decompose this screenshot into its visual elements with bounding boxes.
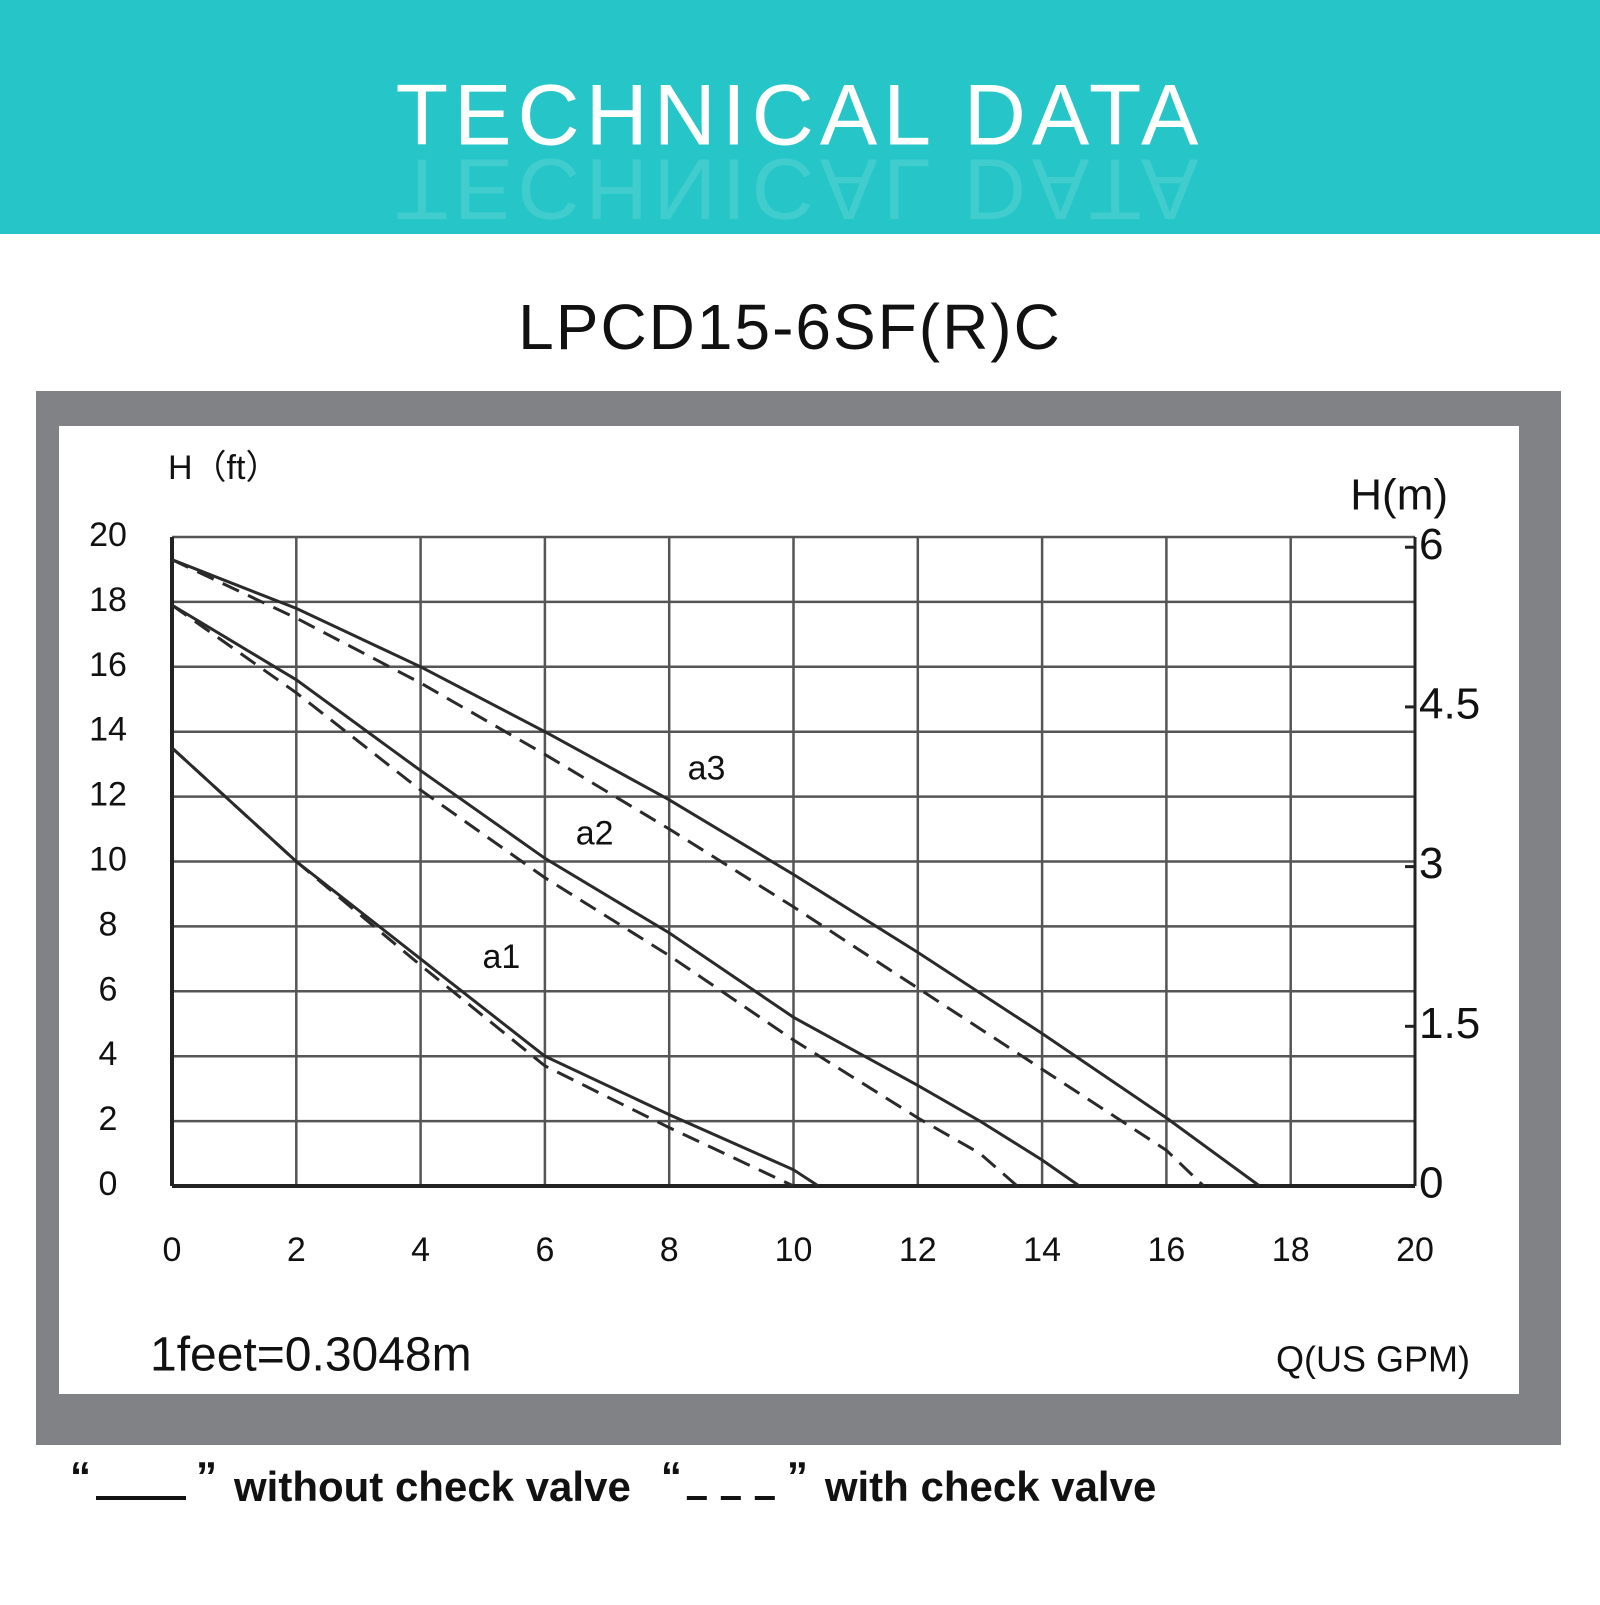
legend-label: without check valve [233, 1463, 631, 1510]
y-tick-label: 14 [89, 711, 127, 749]
banner-title-reflection: TECHNICAL DATA [396, 140, 1205, 236]
x-tick-label: 6 [535, 1231, 554, 1269]
curve-label: a3 [688, 750, 726, 788]
y-tick-label: 6 [99, 970, 118, 1008]
legend-quote: ” [787, 1453, 808, 1500]
curve-with-check-valve [171, 558, 1205, 1188]
curve-label: a1 [482, 938, 520, 976]
y-tick-label: 18 [89, 581, 127, 619]
curve-without-check-valve [171, 603, 1081, 1188]
x-tick-label: 10 [775, 1231, 813, 1269]
x-tick-label: 16 [1147, 1231, 1185, 1269]
x-tick-label: 18 [1272, 1231, 1310, 1269]
y2-tick-label: 3 [1419, 839, 1443, 888]
x-tick-label: 14 [1023, 1231, 1061, 1269]
curve-without-check-valve [171, 558, 1261, 1188]
y-tick-label: 8 [99, 905, 118, 943]
x-tick-label: 12 [899, 1231, 937, 1269]
chart-title: LPCD15-6SF(R)C [518, 291, 1062, 363]
legend-quote: ” [196, 1453, 217, 1500]
x-tick-label: 8 [660, 1231, 679, 1269]
y2-tick-label: 4.5 [1419, 680, 1480, 729]
y2-tick-label: 6 [1419, 520, 1443, 569]
y-axis-label: H（ft） [168, 449, 279, 487]
plot-panel [59, 426, 1519, 1394]
x-tick-label: 20 [1396, 1231, 1434, 1269]
legend-label: with check valve [824, 1463, 1157, 1510]
curve-with-check-valve [170, 746, 795, 1188]
y-tick-label: 0 [99, 1165, 118, 1203]
x-axis-label: Q(US GPM) [1276, 1339, 1470, 1380]
y-tick-label: 12 [89, 776, 127, 814]
y-tick-label: 20 [89, 516, 127, 554]
y-tick-label: 10 [89, 840, 127, 878]
curve-with-check-valve [171, 603, 1019, 1188]
y2-tick-label: 1.5 [1419, 999, 1480, 1048]
legend-quote: “ [661, 1453, 682, 1500]
y2-axis-label: H(m) [1350, 471, 1448, 520]
x-tick-label: 4 [411, 1231, 430, 1269]
x-tick-label: 0 [163, 1231, 182, 1269]
banner [0, 0, 1600, 234]
y-tick-label: 4 [99, 1035, 118, 1073]
x-tick-label: 2 [287, 1231, 306, 1269]
banner-title: TECHNICAL DATA [396, 68, 1205, 164]
y2-tick-label: 0 [1419, 1159, 1443, 1208]
y-tick-label: 16 [89, 646, 127, 684]
y-tick-label: 2 [99, 1100, 118, 1138]
curve-label: a2 [576, 815, 614, 853]
legend-quote: “ [70, 1453, 91, 1500]
unit-note: 1feet=0.3048m [150, 1329, 472, 1382]
